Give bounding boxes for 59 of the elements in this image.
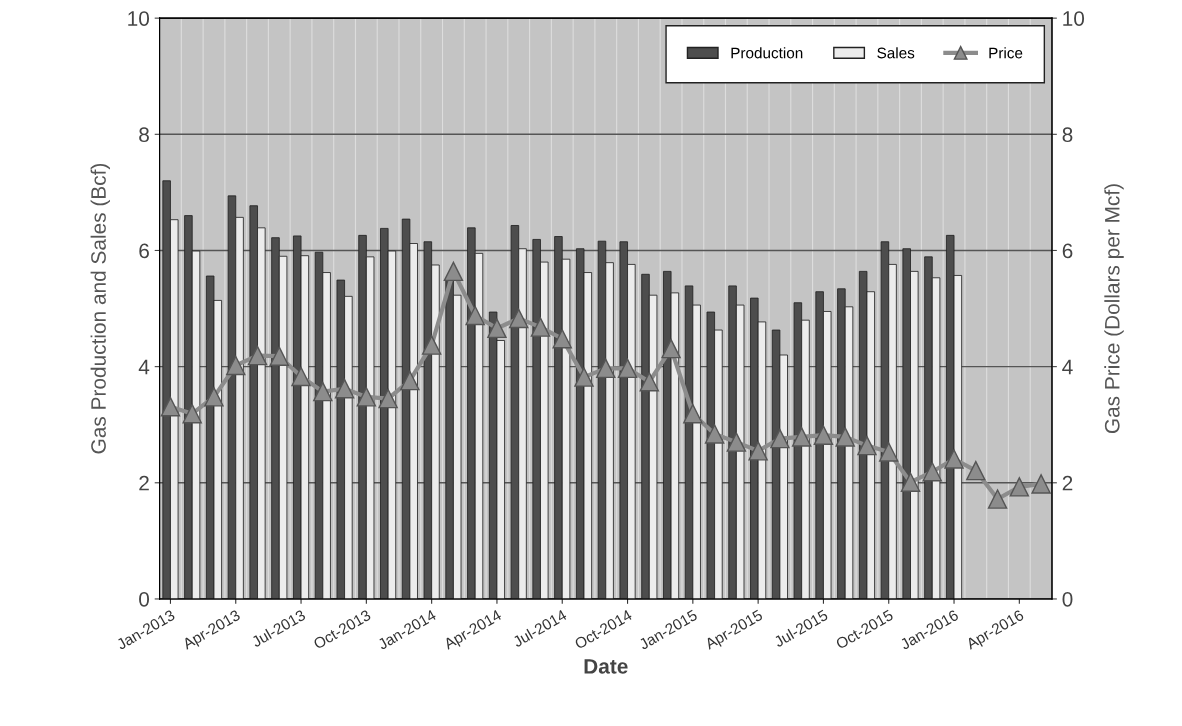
point [313,381,333,402]
point [487,318,507,339]
y2-tick-label: 0 [1062,591,1073,607]
point [443,261,464,282]
point [269,346,290,366]
point [204,387,224,407]
point [683,403,703,424]
point [879,442,899,462]
y-tick-label: 6 [139,243,149,259]
y-tick-label: 2 [139,475,149,491]
x-axis-title: Date [584,659,628,674]
y-tick-label: 10 [128,11,150,26]
point [596,358,616,379]
y-tick-label: 0 [139,591,150,607]
point [226,355,246,376]
point [617,358,638,379]
point [748,441,768,461]
point [291,366,311,387]
y-tick-label: 4 [138,359,150,375]
y2-tick-label: 6 [1062,243,1073,259]
point [574,367,594,387]
point [966,460,986,481]
point [944,449,964,469]
point [1009,477,1030,497]
point [356,387,377,407]
y-tick-label: 8 [139,127,149,143]
point [160,396,181,417]
point [770,428,790,449]
point [421,335,442,355]
y2-tick-label: 2 [1062,475,1073,491]
legend-label: Sales [877,47,915,59]
y2-tick-label: 8 [1062,127,1073,143]
point [835,427,855,447]
point [552,329,572,349]
point [334,378,355,399]
point [661,338,681,359]
point [900,472,921,492]
legend-label: Production [731,47,803,59]
point [182,403,202,424]
y2-axis-title: Gas Price (Dollars per Mcf) [1104,184,1124,434]
point [530,317,551,337]
point [726,432,747,452]
point [1031,474,1051,494]
y2-tick-label: 10 [1063,11,1085,26]
legend-label: Price [989,47,1023,59]
point [813,425,834,445]
point [378,388,398,409]
point [922,462,942,482]
point [465,305,485,326]
point [639,372,660,392]
point [791,427,812,447]
point [508,308,529,329]
y-axis-title: Gas Production and Sales (Bcf) [90,163,110,454]
point [857,435,877,456]
point [400,370,420,391]
y2-tick-label: 4 [1062,359,1073,375]
point [987,489,1008,509]
point [704,424,725,444]
point [247,345,268,366]
